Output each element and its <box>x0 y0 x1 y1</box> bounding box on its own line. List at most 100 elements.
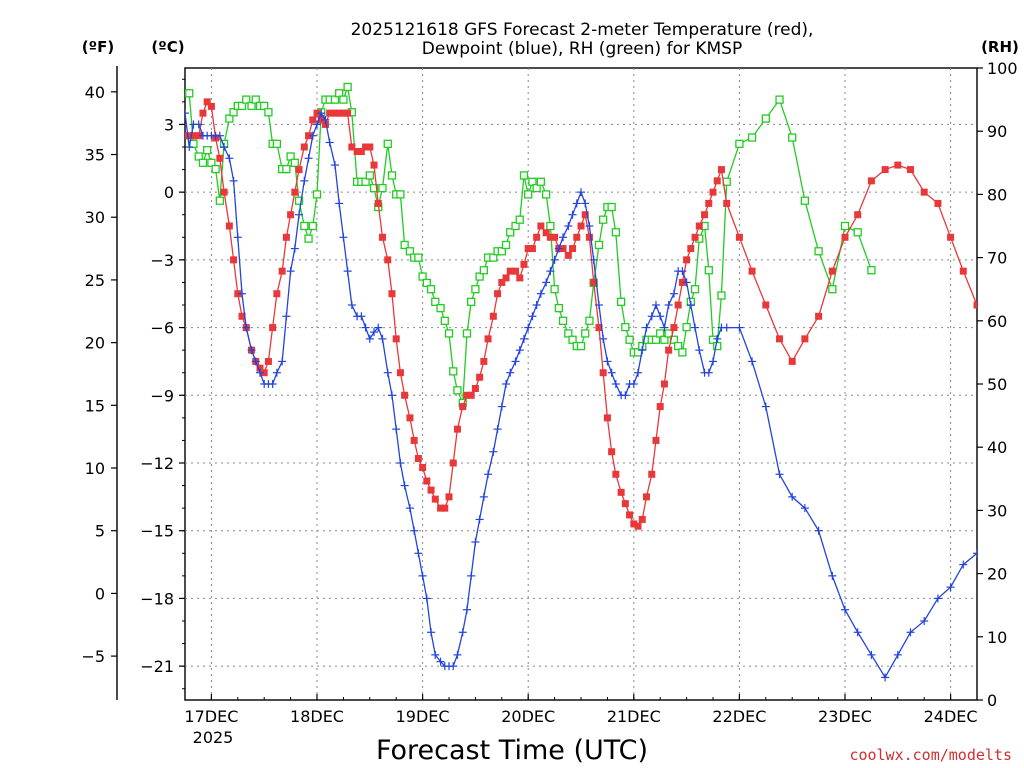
celsius-tick-label: −9 <box>150 386 174 405</box>
temperature-point <box>906 166 914 174</box>
rh-point <box>882 0 889 7</box>
temperature-point <box>973 301 977 309</box>
temperature-point <box>642 493 650 501</box>
temperature-point <box>300 143 308 151</box>
temperature-point <box>366 143 374 151</box>
x-tick-label: 24DEC <box>924 707 978 726</box>
temperature-point <box>313 109 321 117</box>
rh-point <box>185 89 194 98</box>
rh-point <box>203 146 212 155</box>
rh-point <box>536 177 546 186</box>
temperature-point <box>612 470 620 478</box>
temperature-point <box>546 233 554 241</box>
rh-point <box>207 158 216 167</box>
dewpoint-point <box>664 301 673 309</box>
dewpoint-point <box>775 470 784 479</box>
rh-point <box>828 285 837 294</box>
temperature-point <box>256 364 264 372</box>
temperature-point <box>374 199 382 207</box>
rh-point <box>229 108 238 117</box>
temperature-point <box>498 278 506 286</box>
temperature-point <box>331 109 339 117</box>
rh-point <box>400 240 409 250</box>
dewpoint-point <box>278 357 287 366</box>
fahrenheit-tick-label: 10 <box>85 459 105 478</box>
dewpoint-point <box>185 143 194 151</box>
temperature-point <box>595 324 603 332</box>
rh-point <box>260 101 269 111</box>
dewpoint-point <box>691 323 700 332</box>
temperature-point <box>484 335 492 343</box>
x-axis-title: Forecast Time (UTC) <box>376 735 648 766</box>
dewpoint-point <box>365 334 374 343</box>
celsius-tick-label: −15 <box>140 522 174 541</box>
temperature-point <box>467 391 475 399</box>
rh-point <box>237 101 247 111</box>
temperature-point <box>463 391 471 399</box>
rh-point <box>378 183 387 193</box>
temperature-point <box>687 245 695 253</box>
dewpoint-point <box>370 328 379 337</box>
temperature-point <box>406 414 414 422</box>
dewpoint-point <box>220 143 229 151</box>
rh-point <box>747 133 757 142</box>
rh-point <box>907 0 914 7</box>
temperature-point <box>238 312 246 320</box>
dewpoint-point <box>436 657 445 666</box>
temperature-point <box>815 312 823 320</box>
dewpoint-point <box>251 357 260 366</box>
temperature-point <box>626 511 634 519</box>
rh-tick-label: 60 <box>987 312 1007 331</box>
dewpoint-point <box>313 120 321 129</box>
rh-point <box>690 285 700 294</box>
rh-point <box>621 322 630 332</box>
axis-ticks: 17DEC 18DEC 19DEC 20DEC 21DEC 22DEC 23DEC 24DEC… <box>81 59 1017 726</box>
temperature-point <box>282 233 290 241</box>
temperature-point <box>234 290 242 298</box>
rh-point <box>211 164 220 174</box>
temperature-point <box>431 495 439 503</box>
rh-point <box>934 0 941 7</box>
temperature-point <box>634 522 642 530</box>
temperature-point <box>427 486 435 494</box>
dewpoint-point <box>528 312 537 321</box>
fahrenheit-tick-label: 15 <box>85 396 105 415</box>
temperature-point <box>414 454 422 462</box>
rh-point <box>581 329 590 338</box>
rh-point <box>735 139 744 148</box>
rh-point <box>568 335 577 344</box>
dewpoint-point <box>506 368 515 377</box>
rh-point <box>330 95 340 104</box>
rh-point <box>704 266 713 275</box>
dewpoint-point <box>272 368 281 377</box>
dewpoint-point <box>290 244 299 253</box>
temperature-point <box>520 260 528 268</box>
dewpoint-point <box>594 301 603 309</box>
rh-point <box>225 114 234 123</box>
fahrenheit-tick-label: −5 <box>81 647 105 666</box>
dewpoint-point <box>330 161 339 170</box>
rh-point <box>194 152 203 161</box>
dewpoint-point <box>493 425 502 434</box>
temperature-point <box>569 245 577 253</box>
dewpoint-point <box>255 368 264 377</box>
dewpoint-point <box>867 650 876 659</box>
rh-point <box>599 215 608 224</box>
dewpoint-point <box>449 662 458 671</box>
fahrenheit-tick-label: 30 <box>85 208 105 227</box>
rh-tick-label: 90 <box>987 122 1007 141</box>
temperature-point <box>339 109 347 117</box>
rh-point <box>405 247 415 256</box>
temperature-point <box>608 448 616 456</box>
dewpoint-point <box>462 605 471 614</box>
rh-point <box>290 158 299 167</box>
temperature-point <box>437 504 445 512</box>
rh-point <box>506 228 515 237</box>
temperature-point <box>370 161 378 169</box>
rh-point <box>426 285 436 294</box>
dewpoint-point <box>678 267 687 276</box>
rh-point <box>282 164 291 174</box>
rh-point <box>853 228 862 237</box>
temperature-point <box>295 166 303 174</box>
dewpoint-point <box>585 222 594 230</box>
